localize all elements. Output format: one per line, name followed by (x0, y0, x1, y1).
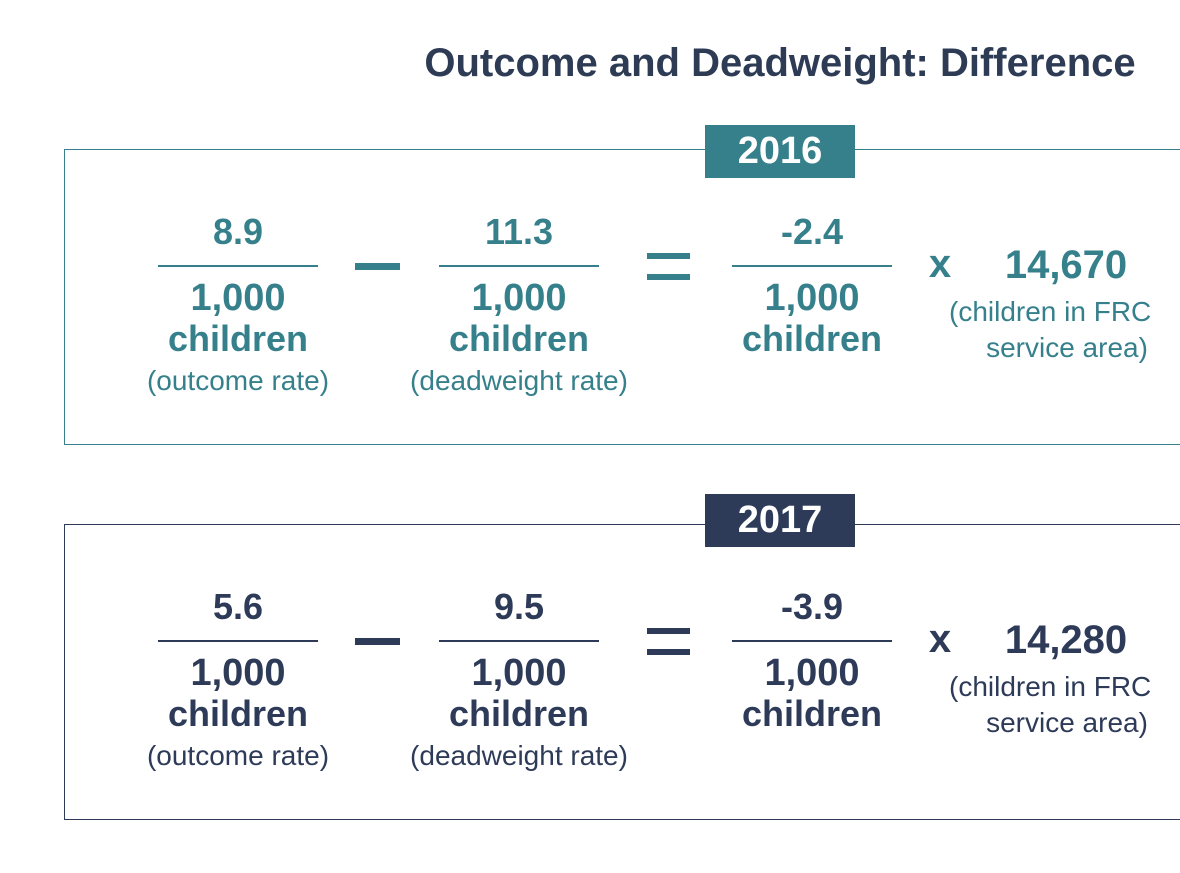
fraction-bar (158, 640, 318, 642)
multiplier-note: (children in FRC (949, 296, 1152, 327)
multiplier-note: service area) (986, 332, 1148, 363)
denominator: 1,000 (471, 652, 567, 694)
year-tag (705, 125, 855, 178)
equals-sign (647, 628, 690, 634)
year-tag (705, 494, 855, 547)
unit: children (448, 693, 590, 734)
fraction-bar (439, 265, 599, 267)
multiplier: 14,670 (1004, 243, 1128, 287)
operator: x (928, 617, 952, 661)
unit: children (741, 693, 883, 734)
equals-sign (647, 649, 690, 655)
unit: children (167, 318, 309, 359)
operator: x (928, 242, 952, 286)
multiplier-note: (children in FRC (949, 671, 1152, 702)
equals-sign (647, 253, 690, 259)
numerator: -3.9 (780, 586, 844, 627)
numerator: 11.3 (484, 211, 554, 252)
fraction-bar (732, 265, 892, 267)
year: 2017 (737, 499, 823, 541)
denominator: 1,000 (190, 277, 286, 319)
denominator: 1,000 (190, 652, 286, 694)
fraction-bar (158, 265, 318, 267)
equals-sign (647, 274, 690, 280)
numerator: 9.5 (493, 586, 545, 627)
multiplier: 14,280 (1004, 618, 1128, 662)
title: Outcome and Deadweight: Difference (424, 41, 1136, 85)
note: (outcome rate) (146, 365, 330, 396)
panel-box (64, 149, 1180, 445)
denominator: 1,000 (764, 277, 860, 319)
unit: children (167, 693, 309, 734)
unit: children (741, 318, 883, 359)
fraction-bar (439, 640, 599, 642)
multiplier-note: service area) (986, 707, 1148, 738)
denominator: 1,000 (764, 652, 860, 694)
fraction-bar (732, 640, 892, 642)
panel-box (64, 524, 1180, 820)
minus-sign (355, 263, 400, 270)
numerator: 8.9 (212, 211, 264, 252)
note: (outcome rate) (146, 740, 330, 771)
note: (deadweight rate) (410, 365, 628, 396)
year: 2016 (737, 130, 823, 172)
minus-sign (355, 638, 400, 645)
note: (deadweight rate) (410, 740, 628, 771)
numerator: 5.6 (212, 586, 264, 627)
denominator: 1,000 (471, 277, 567, 319)
numerator: -2.4 (780, 211, 844, 252)
unit: children (448, 318, 590, 359)
